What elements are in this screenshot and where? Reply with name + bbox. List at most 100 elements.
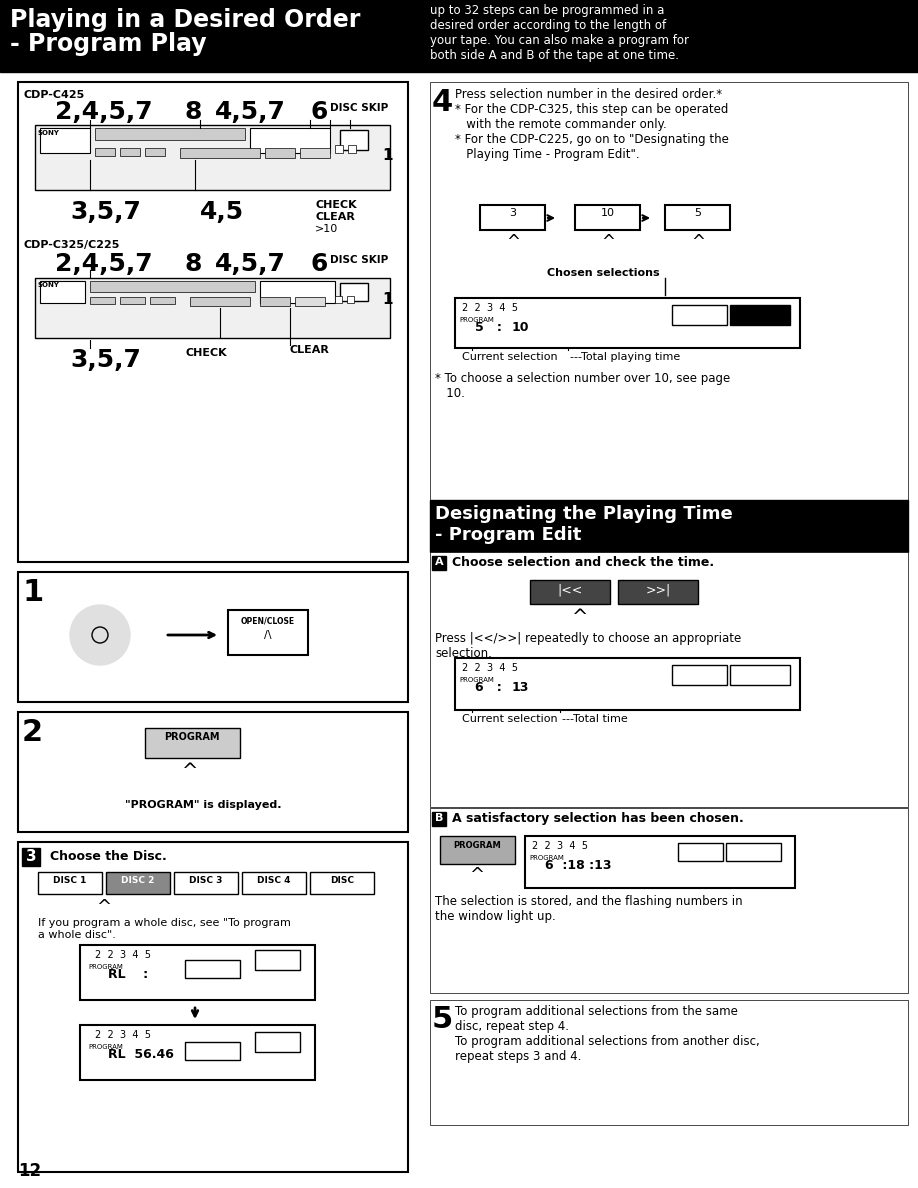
Text: - Program Edit: - Program Edit [435,526,581,544]
Bar [150,297,175,304]
Text: Chosen selections: Chosen selections [547,268,660,278]
Bar [95,148,115,156]
Bar [295,297,325,307]
Text: 4,5,7: 4,5,7 [215,252,285,276]
Bar [145,148,165,156]
Bar [174,872,238,895]
Text: up to 32 steps can be programmed in a
desired order according to the length of
y: up to 32 steps can be programmed in a de… [430,4,689,62]
Bar [430,552,908,807]
Text: Playing in a Desired Order: Playing in a Desired Order [10,8,361,32]
Bar [340,129,368,150]
Text: CDP-C425: CDP-C425 [24,90,85,100]
Text: RL  56.46: RL 56.46 [108,1048,174,1061]
Bar [18,712,408,832]
Text: 2  2  3  4  5: 2 2 3 4 5 [95,1030,151,1040]
Text: PROGRAM: PROGRAM [459,677,494,683]
Bar [300,148,330,158]
Bar [432,813,446,826]
Text: CHECK: CHECK [315,200,356,210]
Bar [730,665,790,685]
Bar [255,1032,300,1053]
Bar [430,82,908,503]
Text: 4,5,7: 4,5,7 [215,100,285,124]
Bar [40,128,90,153]
Text: The selection is stored, and the flashing numbers in
the window light up.: The selection is stored, and the flashin… [435,895,743,923]
Bar [726,843,781,861]
Bar [180,148,260,158]
Bar [335,145,343,153]
Bar [185,960,240,978]
Text: 8: 8 [185,100,202,124]
Text: DISC 2: DISC 2 [121,876,155,885]
Text: DISC 3: DISC 3 [189,876,223,885]
Text: ^: ^ [601,233,615,251]
Text: PROGRAM: PROGRAM [529,855,564,861]
Text: DISC 4: DISC 4 [257,876,291,885]
Text: 2: 2 [22,718,43,747]
Text: Choose the Disc.: Choose the Disc. [50,849,167,862]
Text: Choose selection and check the time.: Choose selection and check the time. [452,556,714,569]
Text: To program additional selections from the same
disc, repeat step 4.
To program a: To program additional selections from th… [455,1005,760,1063]
Text: 3: 3 [509,208,517,219]
Text: 2  2  3  4  5: 2 2 3 4 5 [462,303,518,312]
Bar [265,148,295,158]
Text: 4: 4 [432,88,453,116]
Text: DISC SKIP: DISC SKIP [330,255,388,265]
Text: CDP-C325/C225: CDP-C325/C225 [24,240,120,249]
Text: >10: >10 [315,225,338,234]
Text: 6: 6 [310,100,328,124]
Text: ---Total playing time: ---Total playing time [570,352,680,362]
Bar [260,282,335,303]
Text: Current selection: Current selection [462,352,557,362]
Bar [35,278,390,339]
Text: Press |<</>>| repeatedly to choose an appropriate
selection.: Press |<</>>| repeatedly to choose an ap… [435,632,741,661]
Text: 8: 8 [185,252,202,276]
Text: Press selection number in the desired order.*
* For the CDP-C325, this step can : Press selection number in the desired or… [455,88,729,162]
Text: 1: 1 [382,148,393,163]
Text: "PROGRAM" is displayed.: "PROGRAM" is displayed. [125,800,282,810]
Text: 10: 10 [601,208,615,219]
Text: PROGRAM: PROGRAM [88,1044,123,1050]
Bar [80,1025,315,1080]
Bar [18,842,408,1173]
Text: ^: ^ [469,866,485,884]
Bar [0,0,918,72]
Text: 3,5,7: 3,5,7 [70,348,140,372]
Bar [348,145,356,153]
Bar [730,305,790,326]
Bar [38,872,102,895]
Text: PROGRAM: PROGRAM [459,317,494,323]
Text: 6   :: 6 : [475,681,502,694]
Bar [430,500,908,552]
Bar [40,282,85,303]
Bar [250,128,330,153]
Text: 2  2  3  4  5: 2 2 3 4 5 [462,663,518,672]
Text: 6: 6 [310,252,328,276]
Text: SONY: SONY [37,129,59,135]
Text: PROGRAM: PROGRAM [164,732,219,742]
Text: * To choose a selection number over 10, see page
   10.: * To choose a selection number over 10, … [435,372,730,400]
Bar [190,297,250,307]
Text: 12: 12 [18,1162,41,1180]
Text: ^: ^ [182,762,198,781]
Bar [95,128,245,140]
Text: 13: 13 [512,681,530,694]
Text: 10: 10 [512,321,530,334]
Text: 1: 1 [382,292,393,307]
Text: Current selection: Current selection [462,714,557,723]
Bar [618,580,698,604]
Bar [455,658,800,710]
Bar [455,298,800,348]
Bar [432,556,446,570]
Text: 4,5: 4,5 [200,200,244,225]
Text: 6  :18 :13: 6 :18 :13 [545,859,611,872]
Bar [347,296,354,303]
Text: CHECK: CHECK [185,348,227,358]
Bar [80,944,315,1000]
Bar [120,148,140,156]
Text: 5: 5 [432,1005,453,1034]
Bar [310,872,374,895]
Text: A satisfactory selection has been chosen.: A satisfactory selection has been chosen… [452,813,744,824]
Circle shape [70,605,130,665]
Bar [430,808,908,993]
